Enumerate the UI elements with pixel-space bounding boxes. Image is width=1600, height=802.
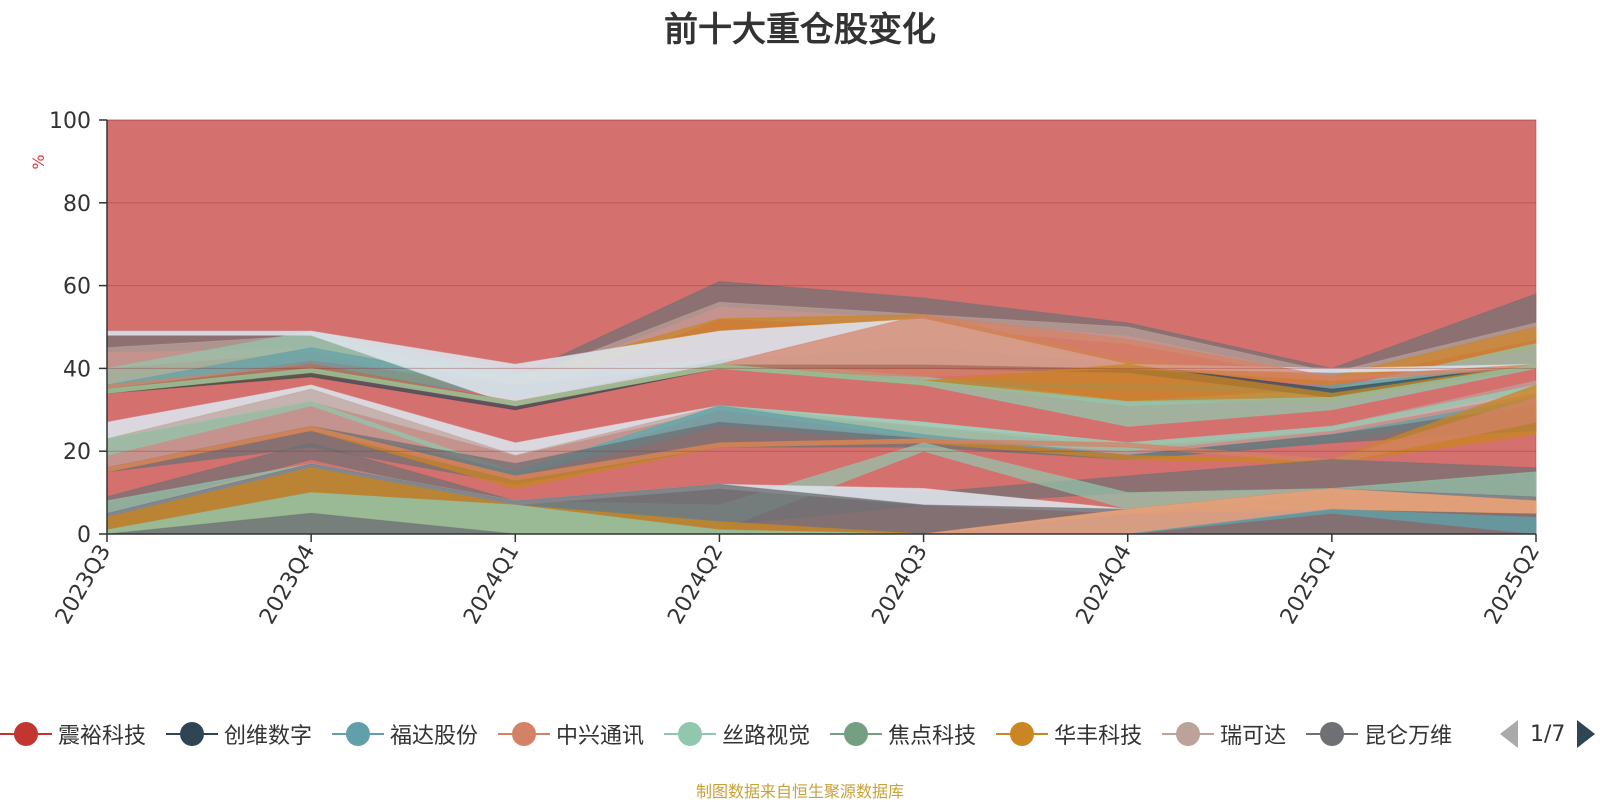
area-layers: [106, 119, 1537, 535]
x-tick-label: 2024Q3: [867, 541, 932, 629]
legend-label: 昆仑万维: [1364, 724, 1453, 749]
legend-label: 震裕科技: [58, 724, 147, 749]
x-tick-label: 2024Q2: [663, 541, 728, 629]
legend-marker-icon: [830, 716, 883, 752]
legend-marker-icon: [1162, 716, 1215, 752]
legend-item[interactable]: 华丰科技: [996, 716, 1142, 752]
legend-marker-icon: [664, 716, 717, 752]
y-tick-label: 20: [63, 440, 91, 465]
legend-marker-icon: [332, 716, 385, 752]
legend-item[interactable]: 震裕科技: [0, 716, 146, 752]
y-axis-label: %: [29, 154, 48, 169]
chart-title: 前十大重仓股变化: [664, 10, 936, 50]
x-tick-label: 2025Q2: [1480, 541, 1545, 629]
legend: 震裕科技 创维数字 福达股份 中兴通讯 丝路视觉 焦点科技 华丰科技 瑞可达 昆仑万维: [0, 716, 1485, 752]
area-layer-17: [106, 396, 1537, 481]
y-tick-label: 0: [77, 523, 91, 548]
y-tick-label: 100: [49, 109, 91, 134]
legend-item[interactable]: 焦点科技: [830, 716, 976, 752]
legend-pager: 1/7: [1500, 716, 1596, 752]
legend-item[interactable]: 福达股份: [332, 716, 478, 752]
legend-marker-icon: [996, 716, 1049, 752]
y-tick-label: 60: [63, 275, 91, 300]
area-layer-10: [106, 363, 1537, 427]
legend-label: 丝路视觉: [722, 724, 811, 749]
prev-page-icon[interactable]: [1500, 720, 1518, 748]
x-tick-label: 2024Q1: [459, 541, 524, 629]
legend-label: 创维数字: [224, 724, 313, 749]
pager-text: 1/7: [1530, 721, 1566, 747]
legend-item[interactable]: 丝路视觉: [664, 716, 810, 752]
x-tick-label: 2023Q3: [51, 541, 116, 629]
legend-item[interactable]: 创维数字: [166, 716, 312, 752]
legend-label: 福达股份: [390, 724, 479, 749]
next-page-icon[interactable]: [1577, 720, 1596, 748]
y-tick-label: 80: [63, 192, 91, 217]
source-note: 制图数据来自恒生聚源数据库: [695, 782, 904, 801]
legend-label: 焦点科技: [888, 724, 977, 749]
x-tick-label: 2025Q1: [1276, 541, 1341, 629]
legend-marker-icon: [1306, 716, 1359, 752]
legend-marker-icon: [0, 716, 52, 752]
grid-lines: [107, 119, 1536, 452]
legend-item[interactable]: 昆仑万维: [1306, 716, 1452, 752]
legend-marker-icon: [166, 716, 219, 752]
legend-item[interactable]: 瑞可达: [1162, 716, 1286, 752]
legend-item[interactable]: 中兴通讯: [498, 716, 644, 752]
legend-label: 华丰科技: [1054, 724, 1143, 749]
x-tick-label: 2024Q4: [1072, 541, 1137, 629]
legend-label: 瑞可达: [1220, 724, 1287, 749]
legend-label: 中兴通讯: [556, 724, 645, 749]
x-tick-label: 2023Q4: [255, 541, 320, 629]
legend-marker-icon: [498, 716, 551, 752]
y-tick-label: 40: [63, 357, 91, 382]
